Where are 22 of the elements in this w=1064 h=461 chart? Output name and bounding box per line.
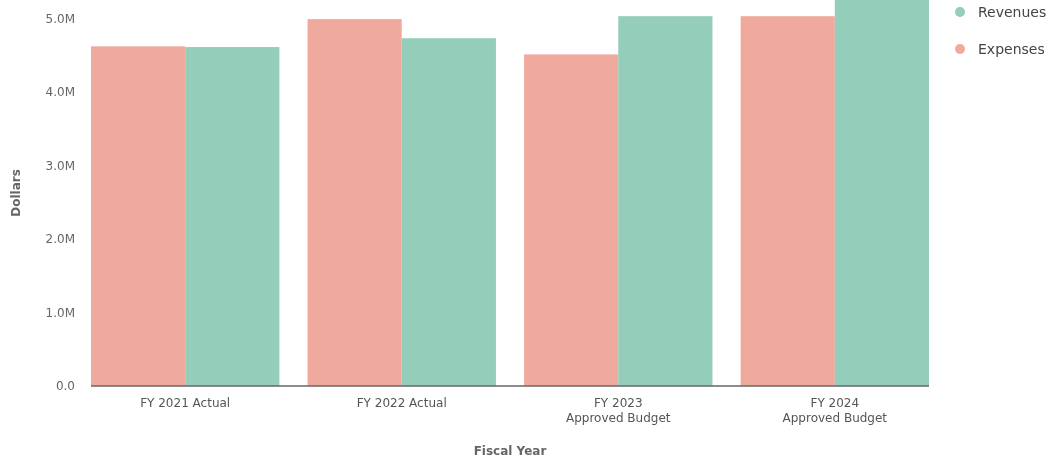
- legend-label: Revenues: [978, 3, 1047, 20]
- y-axis-title: Dollars: [9, 169, 23, 217]
- x-tick-label: FY 2022 Actual: [356, 396, 447, 410]
- y-tick-label: 4.0M: [45, 85, 75, 100]
- bar: [740, 16, 835, 386]
- x-tick-label: FY 2024 Approved Budget: [782, 396, 888, 425]
- y-tick-label: 1.0M: [45, 305, 75, 320]
- bar: [185, 47, 280, 386]
- x-axis-title: Fiscal Year: [473, 444, 547, 458]
- x-tick-label: FY 2023 Approved Budget: [566, 396, 671, 425]
- y-tick-label: 0.0: [55, 379, 75, 394]
- bar: [524, 54, 619, 386]
- bar: [307, 19, 402, 386]
- y-tick-label: 2.0M: [45, 232, 75, 247]
- y-tick-label: 3.0M: [45, 158, 75, 173]
- legend-label: Expenses: [978, 40, 1045, 57]
- bar: [618, 16, 713, 386]
- bar: [834, 0, 929, 386]
- bar: [91, 46, 186, 386]
- x-tick-label: FY 2021 Actual: [140, 396, 231, 410]
- y-tick-label: 5.0M: [45, 11, 75, 26]
- bar: [401, 38, 496, 386]
